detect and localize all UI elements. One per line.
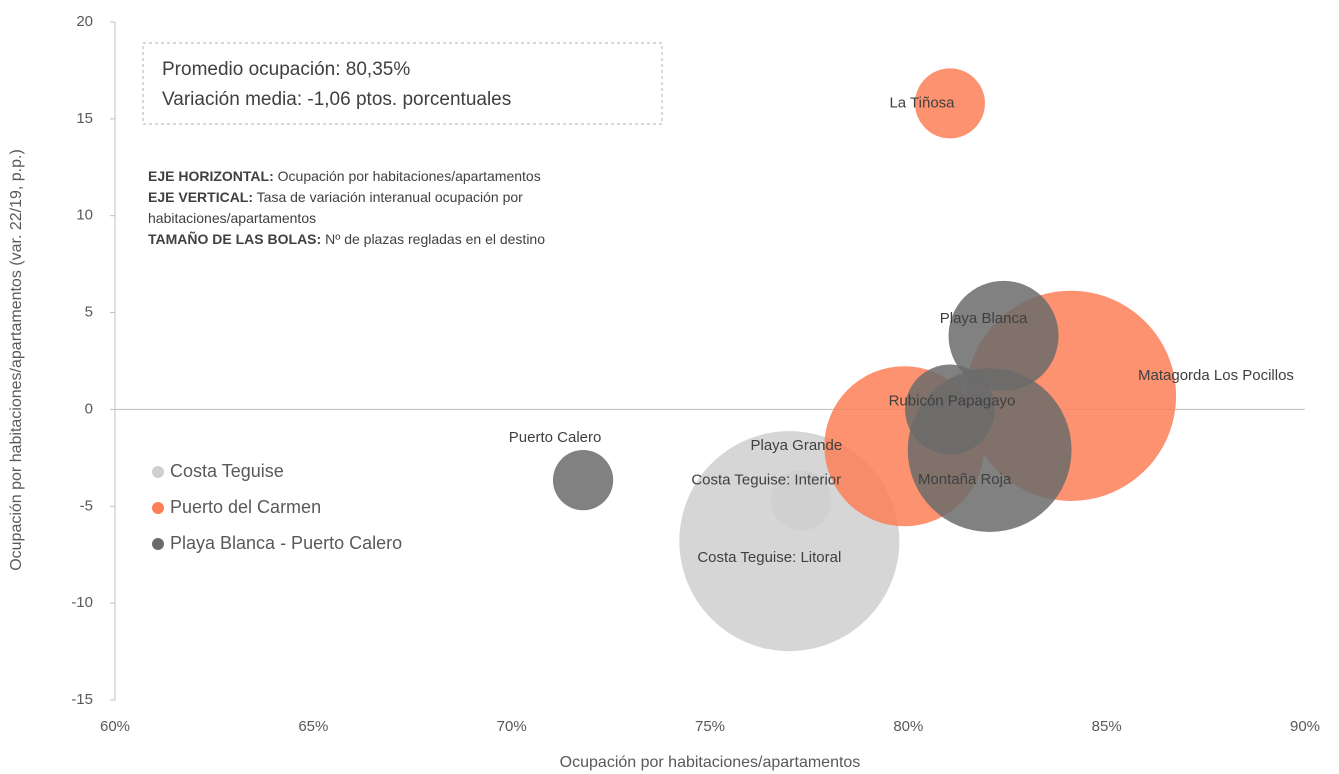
note-label: EJE HORIZONTAL: [148, 168, 274, 184]
x-tick-label: 90% [1290, 718, 1320, 735]
y-tick-label: -10 [71, 594, 93, 611]
legend-marker [152, 538, 164, 550]
legend-label: Costa Teguise [170, 461, 284, 481]
x-axis-title: Ocupación por habitaciones/apartamentos [560, 754, 861, 771]
x-tick-label: 80% [893, 718, 923, 735]
note: EJE HORIZONTAL: Ocupación por habitacion… [148, 166, 678, 187]
notes: EJE HORIZONTAL: Ocupación por habitacion… [148, 166, 678, 250]
y-tick-label: 15 [76, 110, 93, 127]
x-tick-label: 85% [1092, 718, 1122, 735]
note: EJE VERTICAL: Tasa de variación interanu… [148, 187, 678, 229]
note-label: TAMAÑO DE LAS BOLAS: [148, 231, 322, 247]
legend-label: Puerto del Carmen [170, 497, 321, 517]
y-tick-label: 20 [76, 13, 93, 30]
bubble [914, 68, 985, 139]
x-tick-label: 65% [298, 718, 328, 735]
y-tick-label: -15 [71, 691, 93, 708]
bubble [948, 280, 1059, 391]
y-axis-title: Ocupación por habitaciones/apartamentos … [8, 149, 25, 571]
legend-label: Playa Blanca - Puerto Calero [170, 533, 402, 553]
info-line: Promedio ocupación: 80,35% [162, 59, 410, 80]
bubble-label: Playa Grande [750, 437, 842, 454]
note-text: Ocupación por habitaciones/apartamentos [277, 168, 541, 184]
bubble-label: Puerto Calero [509, 429, 602, 446]
y-tick-label: 10 [76, 207, 93, 224]
note-label: EJE VERTICAL: [148, 189, 254, 205]
bubble-label: Matagorda Los Pocillos [1138, 367, 1294, 384]
y-tick-label: 5 [85, 304, 93, 321]
bubble-label: Costa Teguise: Interior [691, 471, 841, 488]
info-line: Variación media: -1,06 ptos. porcentuale… [162, 89, 511, 110]
x-tick-label: 60% [100, 718, 130, 735]
y-tick-label: -5 [80, 497, 93, 514]
bubble [552, 450, 614, 511]
bubble-label: Montaña Roja [918, 471, 1012, 488]
bubble-label: Rubicón Papagayo [889, 392, 1016, 409]
x-tick-label: 75% [695, 718, 725, 735]
note-text: Nº de plazas regladas en el destino [325, 231, 545, 247]
legend-marker [152, 502, 164, 514]
note: TAMAÑO DE LAS BOLAS: Nº de plazas reglad… [148, 229, 678, 250]
bubble-label: Playa Blanca [940, 310, 1028, 327]
legend-marker [152, 466, 164, 478]
info-box [142, 42, 663, 125]
bubble-label: La Tiñosa [889, 94, 955, 111]
x-tick-label: 70% [497, 718, 527, 735]
y-tick-label: 0 [85, 400, 93, 417]
note-text: Tasa de variación interanual ocupación p… [148, 189, 523, 226]
bubble-label: Costa Teguise: Litoral [697, 549, 841, 566]
bubble [907, 368, 1072, 532]
